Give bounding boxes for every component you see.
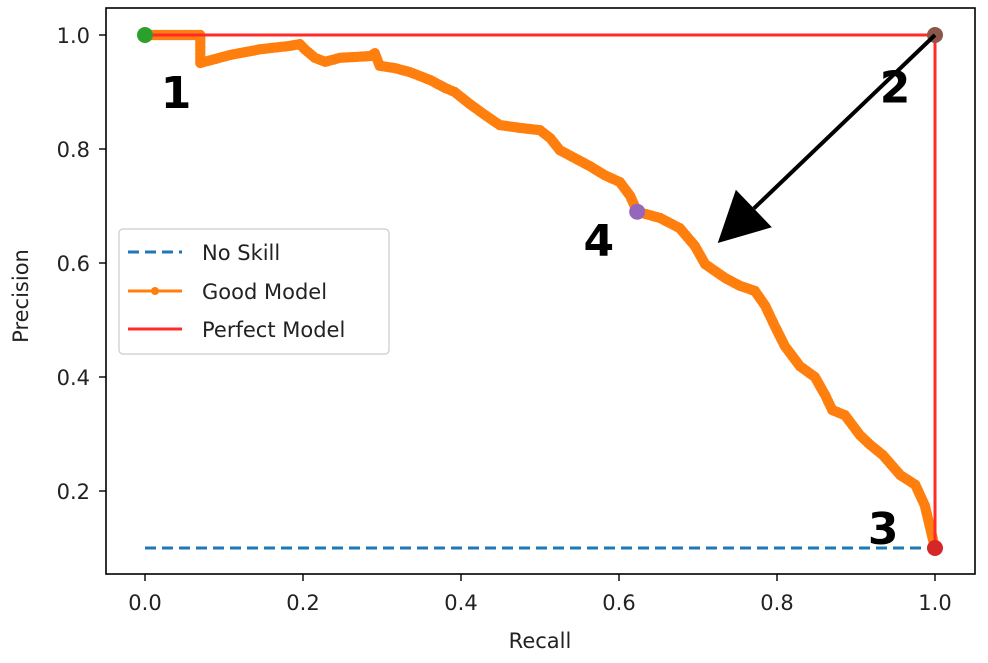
x-tick-label: 0.4 xyxy=(444,591,477,615)
arrow-head-icon xyxy=(717,189,772,244)
x-tick-label: 0.0 xyxy=(128,591,161,615)
y-tick-label: 1.0 xyxy=(57,24,90,48)
highlight-point-4 xyxy=(629,203,646,220)
legend-no-skill-label: No Skill xyxy=(202,241,280,265)
y-axis-ticks: 0.2 0.4 0.6 0.8 1.0 xyxy=(57,24,106,504)
y-axis-label: Precision xyxy=(9,249,33,343)
annotations: 1 2 3 4 xyxy=(161,62,911,555)
legend: No Skill Good Model Perfect Model xyxy=(118,228,390,355)
annotation-4: 4 xyxy=(583,216,614,267)
legend-good-model-label: Good Model xyxy=(202,280,327,304)
arrow-shaft xyxy=(752,33,937,210)
x-tick-label: 0.8 xyxy=(760,591,793,615)
x-axis-ticks: 0.0 0.2 0.4 0.6 0.8 1.0 xyxy=(128,574,952,615)
x-axis-label: Recall xyxy=(509,629,572,653)
y-tick-label: 0.8 xyxy=(57,138,90,162)
annotation-1: 1 xyxy=(161,68,192,119)
y-tick-label: 0.6 xyxy=(57,252,90,276)
annotation-2: 2 xyxy=(880,62,911,113)
plot-area xyxy=(137,27,943,556)
legend-good-model-marker xyxy=(151,287,159,295)
y-tick-label: 0.4 xyxy=(57,366,90,390)
x-tick-label: 0.6 xyxy=(602,591,635,615)
x-tick-label: 1.0 xyxy=(918,591,951,615)
axes-frame xyxy=(105,7,976,575)
good-model-markers xyxy=(139,29,940,551)
legend-box xyxy=(118,228,390,355)
x-tick-label: 0.2 xyxy=(286,591,319,615)
y-tick-label: 0.2 xyxy=(57,480,90,504)
legend-perfect-model-label: Perfect Model xyxy=(202,318,345,342)
highlight-point-1 xyxy=(137,27,153,43)
highlight-point-3 xyxy=(927,540,943,556)
annotation-3: 3 xyxy=(868,504,899,555)
